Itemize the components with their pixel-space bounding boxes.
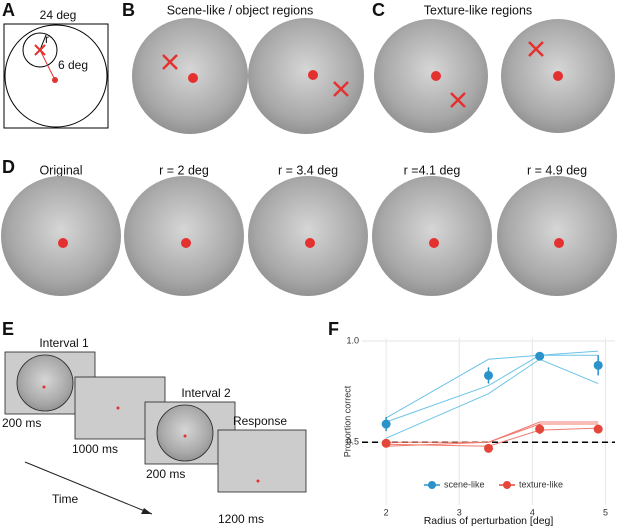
point <box>593 424 603 434</box>
subject-line <box>385 350 599 419</box>
x-tick-label: 4 <box>530 507 535 517</box>
point <box>484 370 493 380</box>
panel-title: r = 2 deg <box>159 163 209 177</box>
outer-circle <box>4 24 108 128</box>
label: 24 deg <box>40 8 77 22</box>
label: 1200 ms <box>218 512 264 526</box>
photos <box>132 18 615 134</box>
panel-title: r = 4.9 deg <box>527 163 587 177</box>
point <box>484 443 493 453</box>
fixation <box>305 238 315 248</box>
panel-title: r =4.1 deg <box>404 163 461 177</box>
panel-title: Scene-like / object regions <box>167 3 314 17</box>
fixation <box>58 238 68 248</box>
point <box>593 360 603 370</box>
legend-label: scene-like <box>444 479 485 489</box>
panel-label: A <box>2 0 15 20</box>
label: 6 deg <box>58 58 88 72</box>
panel-title: r = 3.4 deg <box>278 163 338 177</box>
y-axis-label: Proportion correct <box>342 385 352 457</box>
label: Response <box>233 414 287 428</box>
y-tick-label: 1.0 <box>346 335 359 345</box>
photo <box>1 176 121 296</box>
x-axis-label: Radius of perturbation [deg] <box>424 515 554 527</box>
subject-line <box>385 358 599 439</box>
fixation <box>256 479 260 483</box>
label: Interval 1 <box>39 336 89 350</box>
fixation <box>52 77 58 83</box>
fixation <box>116 406 120 410</box>
chart: 2 3 4 5 0.5 1.0 Proportion correct Radius of pe… <box>342 335 615 527</box>
panel-title: Texture-like regions <box>424 3 532 17</box>
point <box>381 419 391 429</box>
subject-line <box>386 427 599 447</box>
photo <box>372 176 492 296</box>
panel-title: Original <box>39 163 82 177</box>
subject-line <box>386 421 599 443</box>
photo <box>497 176 617 296</box>
label: 1000 ms <box>72 442 118 456</box>
point <box>535 351 545 361</box>
panel-label: C <box>372 0 385 20</box>
frame <box>3 23 109 129</box>
subject-line <box>385 354 599 423</box>
label: 200 ms <box>146 467 185 481</box>
point <box>381 438 391 448</box>
legend-dot <box>503 481 511 489</box>
legend-label: texture-like <box>519 479 563 489</box>
arrow <box>24 461 153 515</box>
panel-label: F <box>328 319 339 339</box>
label: Interval 2 <box>181 386 231 400</box>
fixation <box>429 238 439 248</box>
plot-area <box>362 338 615 505</box>
x-tick-label: 2 <box>384 507 389 517</box>
frames <box>4 351 307 493</box>
arrow-head <box>141 508 152 514</box>
offset <box>39 49 56 81</box>
x-tick-label: 3 <box>457 507 462 517</box>
x-tick-label: 5 <box>603 507 608 517</box>
y-tick-label: 0.5 <box>346 437 359 447</box>
panel-label: E <box>2 319 14 339</box>
photo-row: Original r = 2 deg r = 3.4 deg r =4.1 deg r … <box>1 163 617 296</box>
fixation <box>181 238 191 248</box>
radius <box>39 34 47 51</box>
label: r <box>45 32 49 46</box>
inner-circle <box>22 32 58 68</box>
fixation <box>554 238 564 248</box>
point <box>535 424 545 434</box>
label: 200 ms <box>2 416 41 430</box>
legend-dot <box>428 481 436 489</box>
fixation <box>42 385 46 389</box>
fixation <box>183 434 187 438</box>
panel-label: B <box>122 0 135 20</box>
panel-label: D <box>2 157 15 177</box>
photo <box>248 176 368 296</box>
label: Time <box>52 492 79 506</box>
subject-line <box>386 423 599 447</box>
photo <box>124 176 244 296</box>
